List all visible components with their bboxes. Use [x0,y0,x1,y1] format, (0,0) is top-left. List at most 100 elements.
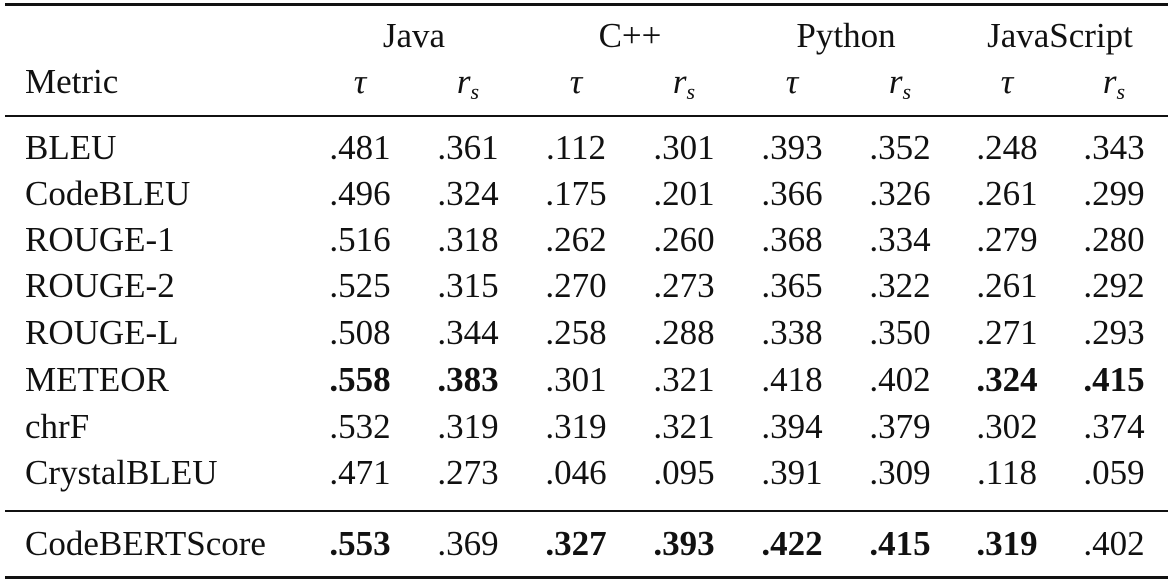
score-cell: .365 [761,266,823,305]
score-cell: .059 [1083,453,1145,492]
score-cell: .319 [976,524,1038,563]
score-cell: .418 [761,360,823,399]
metric-name-cell: chrF [25,407,90,446]
header-rule [5,115,1168,117]
score-cell: .391 [761,453,823,492]
score-cell: .516 [329,220,391,259]
score-cell: .394 [761,407,823,446]
rs-symbol: r [456,62,471,101]
score-cell: .301 [545,360,607,399]
metric-column-header: Metric [25,62,119,101]
tau-subheader: τ [569,62,583,101]
metric-name-cell: ROUGE-L [25,313,179,352]
score-cell: .508 [329,313,391,352]
rs-subheader: rs [639,62,729,112]
score-cell: .352 [869,128,931,167]
tau-subheader: τ [1000,62,1014,101]
rs-symbol: r [888,62,903,101]
score-cell: .292 [1083,266,1145,305]
score-cell: .343 [1083,128,1145,167]
metric-name-cell: CodeBERTScore [25,524,266,563]
score-cell: .327 [545,524,607,563]
score-cell: .326 [869,174,931,213]
score-cell: .361 [437,128,499,167]
top-rule [5,3,1168,6]
score-cell: .270 [545,266,607,305]
language-header-python: Python [796,16,896,55]
rs-subheader: rs [423,62,513,112]
score-cell: .471 [329,453,391,492]
tau-subheader: τ [353,62,367,101]
score-cell: .318 [437,220,499,259]
bottom-rule [5,576,1168,579]
score-cell: .262 [545,220,607,259]
score-cell: .374 [1083,407,1145,446]
score-cell: .324 [437,174,499,213]
score-cell: .366 [761,174,823,213]
score-cell: .481 [329,128,391,167]
score-cell: .402 [1083,524,1145,563]
score-cell: .302 [976,407,1038,446]
score-cell: .260 [653,220,715,259]
rs-subscript: s [902,79,912,104]
score-cell: .293 [1083,313,1145,352]
score-cell: .350 [869,313,931,352]
score-cell: .279 [976,220,1038,259]
language-header-javascript: JavaScript [987,16,1133,55]
score-cell: .553 [329,524,391,563]
separator-rule [5,510,1168,512]
score-cell: .095 [653,453,715,492]
score-cell: .344 [437,313,499,352]
rs-subheader: rs [855,62,945,112]
metric-name-cell: CrystalBLEU [25,453,218,492]
score-cell: .046 [545,453,607,492]
score-cell: .261 [976,266,1038,305]
score-cell: .271 [976,313,1038,352]
rs-symbol: r [672,62,687,101]
score-cell: .422 [761,524,823,563]
score-cell: .496 [329,174,391,213]
score-cell: .319 [545,407,607,446]
rs-subscript: s [686,79,696,104]
score-cell: .379 [869,407,931,446]
tau-subheader: τ [785,62,799,101]
score-cell: .334 [869,220,931,259]
score-cell: .118 [977,453,1037,492]
score-cell: .415 [869,524,931,563]
rs-symbol: r [1102,62,1117,101]
score-cell: .324 [976,360,1038,399]
score-cell: .321 [653,360,715,399]
score-cell: .319 [437,407,499,446]
score-cell: .402 [869,360,931,399]
rs-subscript: s [470,79,480,104]
score-cell: .322 [869,266,931,305]
score-cell: .393 [653,524,715,563]
score-cell: .248 [976,128,1038,167]
metric-name-cell: METEOR [25,360,169,399]
score-cell: .280 [1083,220,1145,259]
metric-name-cell: ROUGE-2 [25,266,175,305]
rs-subheader: rs [1069,62,1159,112]
language-header-java: Java [382,16,446,55]
metric-name-cell: BLEU [25,128,117,167]
score-cell: .315 [437,266,499,305]
score-cell: .338 [761,313,823,352]
score-cell: .273 [437,453,499,492]
score-cell: .558 [329,360,391,399]
metric-name-cell: ROUGE-1 [25,220,175,259]
score-cell: .309 [869,453,931,492]
score-cell: .288 [653,313,715,352]
language-header-c: C++ [598,16,662,55]
score-cell: .175 [545,174,607,213]
score-cell: .273 [653,266,715,305]
score-cell: .321 [653,407,715,446]
score-cell: .261 [976,174,1038,213]
score-cell: .393 [761,128,823,167]
score-cell: .201 [653,174,715,213]
rs-subscript: s [1116,79,1126,104]
score-cell: .532 [329,407,391,446]
metric-name-cell: CodeBLEU [25,174,191,213]
score-cell: .258 [545,313,607,352]
score-cell: .299 [1083,174,1145,213]
